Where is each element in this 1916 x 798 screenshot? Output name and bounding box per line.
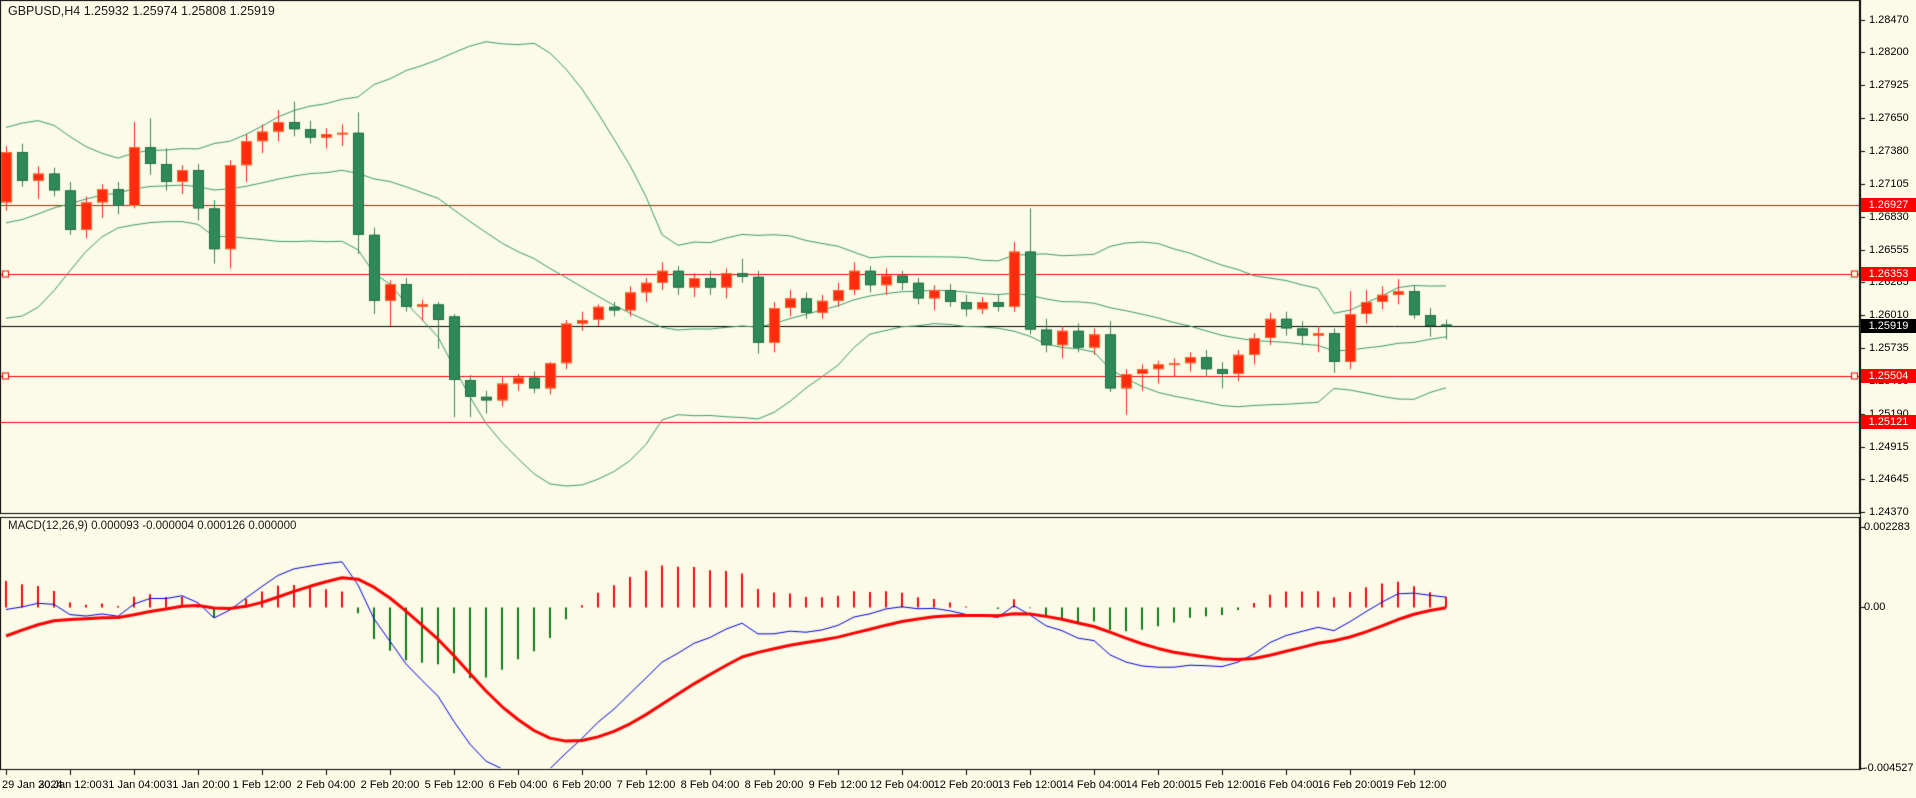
- trading-chart-window: GBPUSD,H4 1.25932 1.25974 1.25808 1.2591…: [0, 0, 1916, 798]
- price-chart-canvas[interactable]: [0, 0, 1916, 798]
